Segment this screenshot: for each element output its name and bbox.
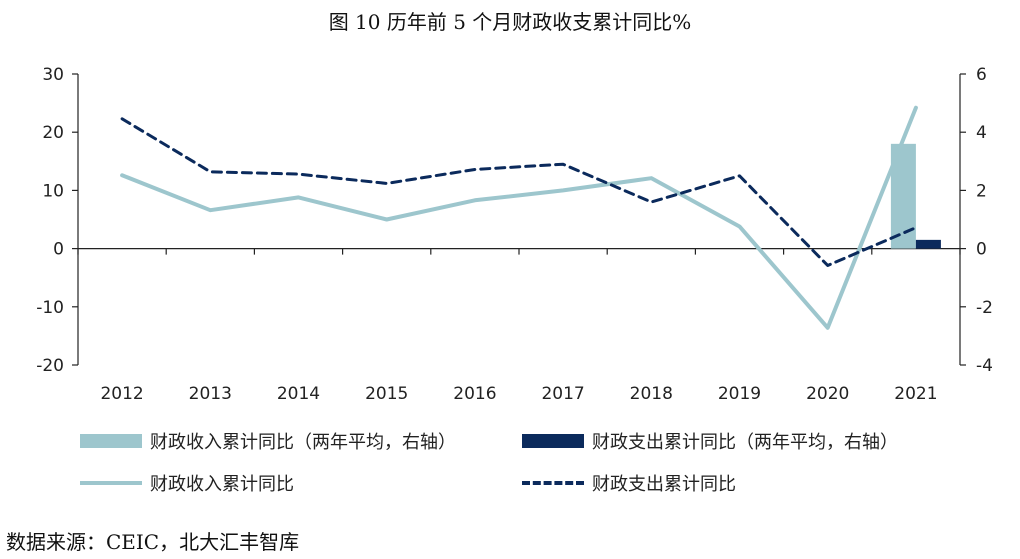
x-tick-label: 2018 — [630, 384, 673, 404]
y-tick-label-right: 4 — [976, 123, 987, 143]
y-tick-label-right: -2 — [976, 298, 993, 318]
y-tick-label-right: 6 — [976, 65, 987, 85]
y-tick-label-left: 20 — [42, 123, 64, 143]
legend-item-expenditure-line: 财政支出累计同比 — [522, 470, 736, 496]
x-tick-label: 2014 — [277, 384, 320, 404]
legend-swatch-expenditure-bar — [522, 434, 584, 448]
chart-title: 图 10 历年前 5 个月财政收支累计同比% — [328, 10, 692, 34]
y-tick-label-right: 0 — [976, 240, 987, 260]
legend-item-expenditure-bar: 财政支出累计同比（两年平均，右轴） — [522, 428, 898, 454]
x-tick-label: 2012 — [100, 384, 143, 404]
legend-item-revenue-line: 财政收入累计同比 — [80, 470, 294, 496]
x-tick-label: 2016 — [453, 384, 496, 404]
legend-label-expenditure-bar: 财政支出累计同比（两年平均，右轴） — [592, 432, 898, 453]
source-note: 数据来源：CEIC，北大汇丰智库 — [6, 530, 300, 554]
bar-expenditure — [915, 239, 941, 249]
y-tick-label-left: 0 — [53, 240, 64, 260]
x-tick-label: 2015 — [365, 384, 408, 404]
line-revenue — [120, 105, 918, 330]
legend-swatch-revenue-line — [80, 481, 142, 485]
x-tick-label: 2021 — [894, 384, 937, 404]
y-tick-label-left: 30 — [42, 65, 64, 85]
y-tick-label-right: 2 — [976, 181, 987, 201]
x-tick-label: 2020 — [806, 384, 849, 404]
legend-swatch-expenditure-line — [522, 481, 584, 485]
legend-label-revenue-line: 财政收入累计同比 — [150, 474, 294, 495]
x-tick-label: 2019 — [718, 384, 761, 404]
x-tick-label: 2013 — [189, 384, 232, 404]
y-tick-label-left: -20 — [36, 356, 64, 376]
legend-swatch-revenue-bar — [80, 434, 142, 448]
legend-label-revenue-bar: 财政收入累计同比（两年平均，右轴） — [150, 432, 456, 453]
y-tick-label-right: -4 — [976, 356, 993, 376]
y-tick-label-left: 10 — [42, 181, 64, 201]
y-tick-label-left: -10 — [36, 298, 64, 318]
x-tick-label: 2017 — [541, 384, 584, 404]
legend-item-revenue-bar: 财政收入累计同比（两年平均，右轴） — [80, 428, 456, 454]
line-expenditure — [120, 117, 918, 267]
legend-label-expenditure-line: 财政支出累计同比 — [592, 474, 736, 495]
